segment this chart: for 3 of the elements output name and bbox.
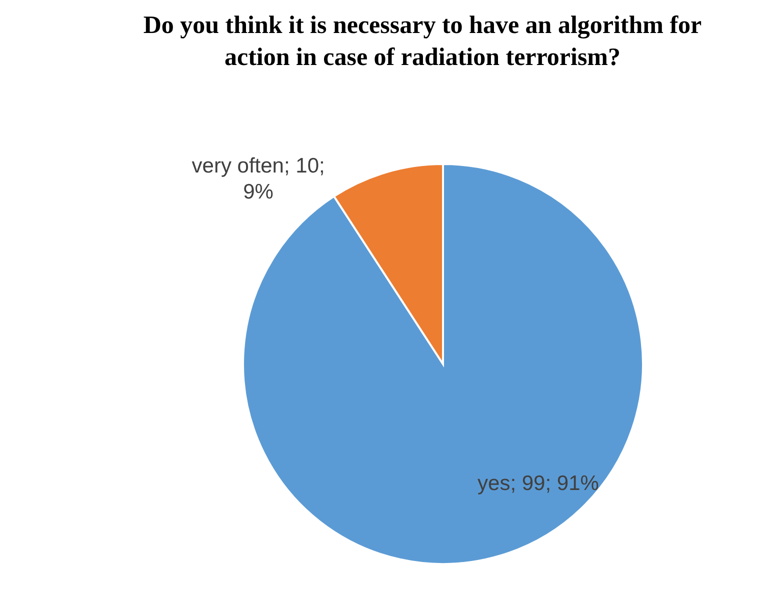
slice-label: yes; 99; 91% [478, 471, 599, 494]
chart-title: Do you think it is necessary to have an algorithm for action in case of radiation terrorism? [142, 11, 703, 73]
slice-label: very often; 10; 9% [192, 154, 325, 204]
